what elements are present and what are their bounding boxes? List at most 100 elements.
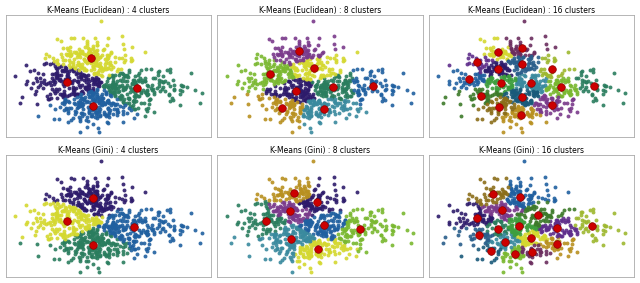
Point xyxy=(514,75,524,80)
Point xyxy=(101,92,111,97)
Point xyxy=(262,215,273,219)
Point xyxy=(254,237,264,241)
Point xyxy=(269,57,280,62)
Point xyxy=(118,72,128,76)
Point xyxy=(107,224,117,229)
Point xyxy=(458,82,468,87)
Point xyxy=(129,107,139,112)
Point xyxy=(518,195,528,199)
Point xyxy=(294,181,304,186)
Point xyxy=(110,82,120,86)
Point xyxy=(485,93,495,98)
Point xyxy=(52,61,62,65)
Point xyxy=(330,120,340,125)
Point xyxy=(506,61,516,65)
Point xyxy=(506,222,516,227)
Point xyxy=(531,101,541,106)
Point xyxy=(353,228,364,233)
Point xyxy=(545,101,555,106)
Point xyxy=(515,227,525,231)
Point xyxy=(236,208,246,213)
Point xyxy=(506,72,516,77)
Point xyxy=(266,91,276,96)
Point xyxy=(287,244,297,249)
Point xyxy=(319,216,329,220)
Point xyxy=(510,252,520,257)
Point xyxy=(305,241,316,246)
Point xyxy=(466,220,476,225)
Point xyxy=(68,97,79,102)
Point xyxy=(531,223,541,228)
Point xyxy=(495,246,506,251)
Point xyxy=(473,80,483,84)
Point xyxy=(67,116,77,120)
Point xyxy=(328,85,339,89)
Point xyxy=(314,246,324,251)
Point xyxy=(286,204,296,209)
Point xyxy=(298,95,308,99)
Point xyxy=(472,64,483,68)
Point xyxy=(196,91,207,95)
Point xyxy=(71,190,81,195)
Point xyxy=(105,231,115,235)
Point xyxy=(282,92,292,96)
Point xyxy=(500,64,511,69)
Point xyxy=(492,176,502,181)
Point xyxy=(102,194,113,198)
Point xyxy=(158,220,168,224)
Point xyxy=(118,104,128,109)
Point xyxy=(38,226,48,231)
Point xyxy=(500,51,511,56)
Point xyxy=(339,198,349,203)
Point xyxy=(93,235,104,239)
Point xyxy=(65,193,76,198)
Point xyxy=(82,115,92,119)
Point xyxy=(122,222,132,227)
Point xyxy=(329,34,339,39)
Point xyxy=(94,100,104,105)
Point xyxy=(275,233,285,237)
Point xyxy=(497,244,507,248)
Point xyxy=(282,241,292,246)
Point xyxy=(313,247,323,252)
Point xyxy=(83,229,93,233)
Point xyxy=(77,205,87,210)
Point xyxy=(143,242,154,246)
Point xyxy=(552,233,562,238)
Point xyxy=(50,80,60,84)
Point xyxy=(329,85,339,89)
Point xyxy=(295,47,305,51)
Point xyxy=(301,79,311,84)
Point xyxy=(468,201,478,206)
Point xyxy=(115,84,125,88)
Point xyxy=(280,87,290,91)
Point xyxy=(340,81,351,85)
Point xyxy=(477,256,487,261)
Point xyxy=(57,195,67,200)
Point xyxy=(66,106,76,110)
Point xyxy=(75,270,85,275)
Point xyxy=(284,195,294,200)
Point xyxy=(226,100,236,105)
Point xyxy=(99,228,109,232)
Point xyxy=(531,231,541,235)
Point xyxy=(353,91,363,95)
Point xyxy=(305,99,316,104)
Point xyxy=(519,72,529,77)
Point xyxy=(514,246,524,250)
Point xyxy=(477,231,488,236)
Point xyxy=(50,220,60,224)
Point xyxy=(408,231,419,235)
Point xyxy=(495,195,505,200)
Point xyxy=(516,239,527,243)
Point xyxy=(531,74,541,78)
Point xyxy=(377,224,387,228)
Point xyxy=(49,72,59,76)
Point xyxy=(620,91,630,95)
Point xyxy=(142,228,152,233)
Point xyxy=(94,129,104,134)
Point xyxy=(299,203,309,208)
Point xyxy=(494,226,504,231)
Point xyxy=(45,235,56,240)
Point xyxy=(63,120,73,125)
